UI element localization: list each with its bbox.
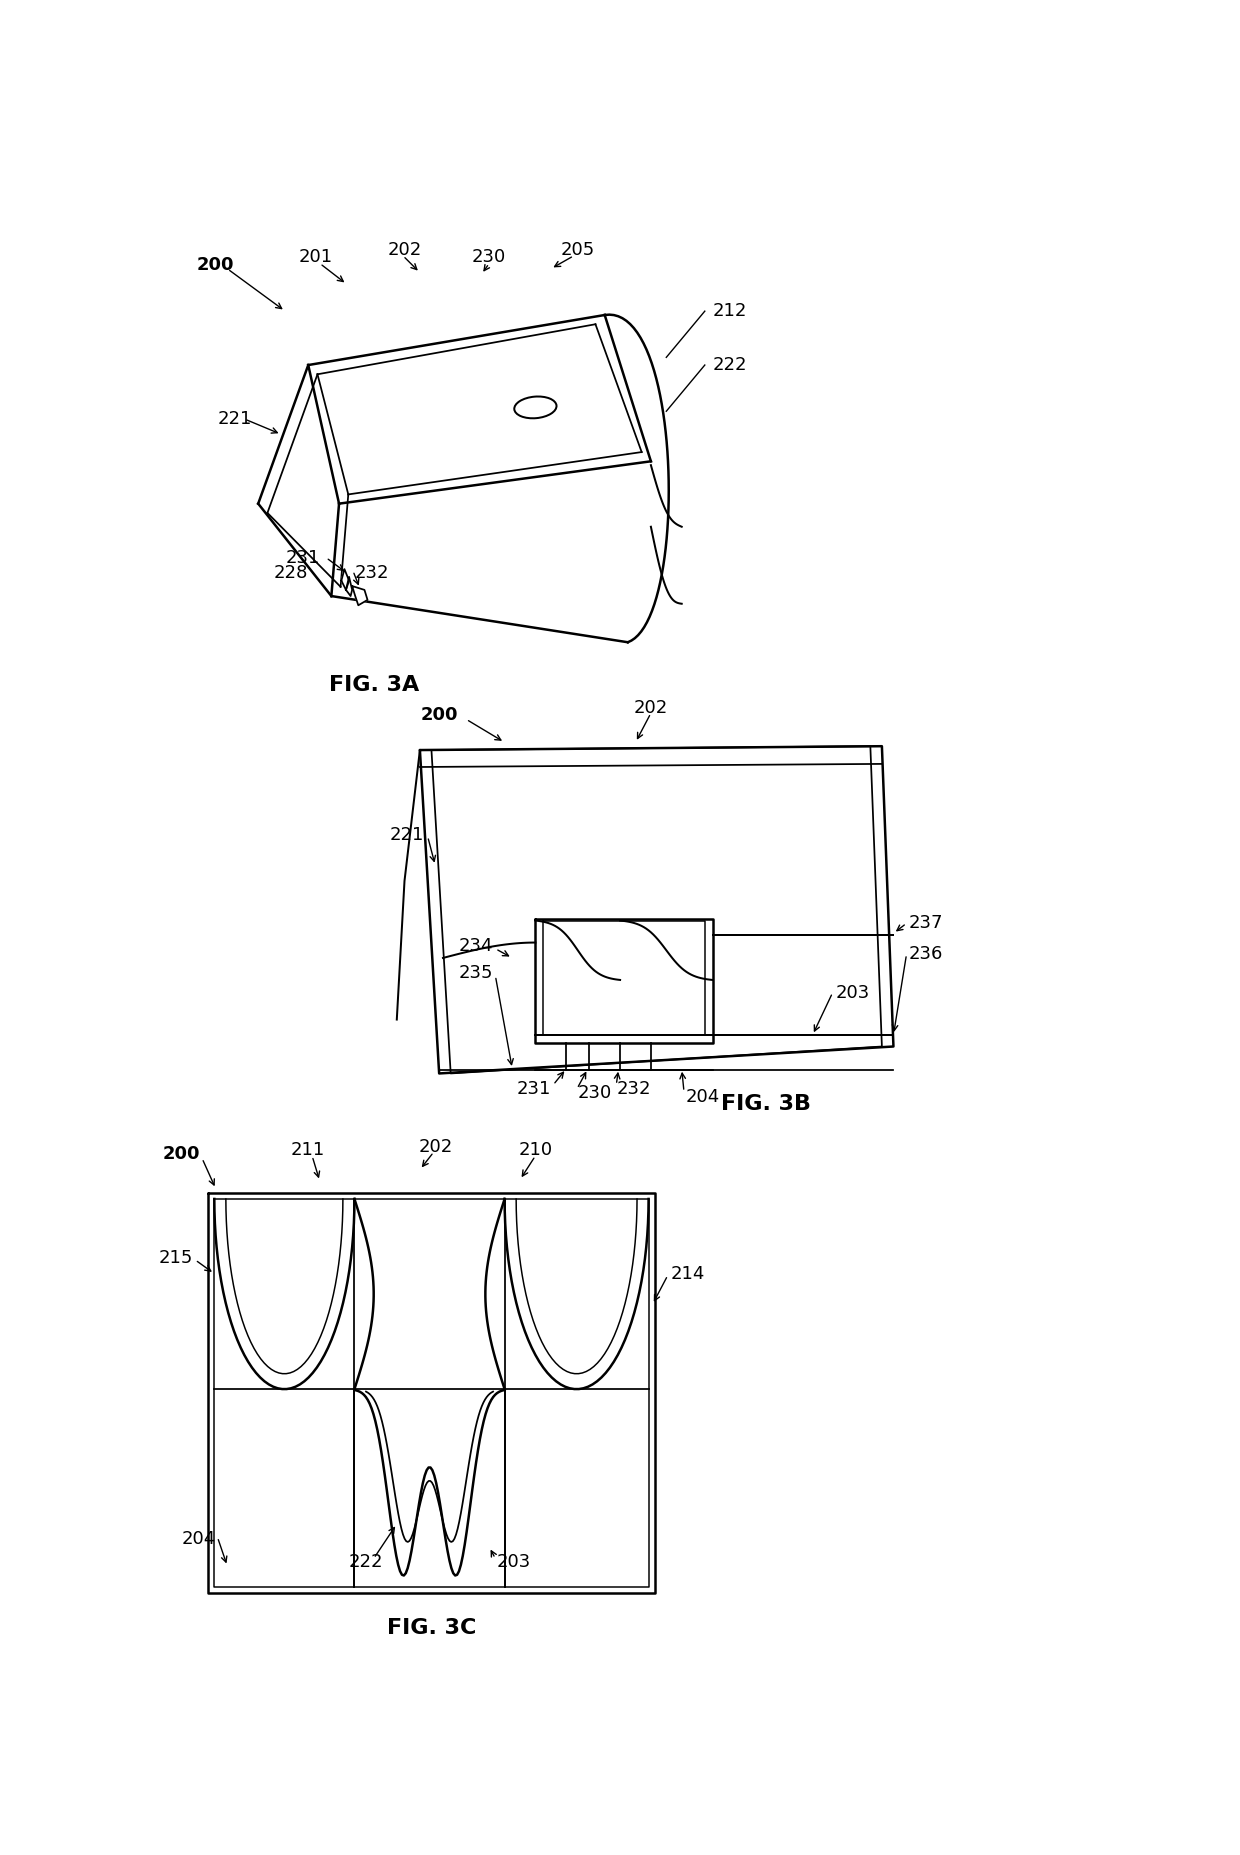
Text: 237: 237 [909,915,944,933]
Text: 231: 231 [285,549,320,566]
Text: 232: 232 [616,1080,651,1098]
Text: 231: 231 [516,1080,551,1098]
Text: 210: 210 [518,1141,553,1159]
Text: 212: 212 [713,302,746,321]
Text: 215: 215 [159,1248,192,1267]
Text: 230: 230 [578,1083,613,1102]
Text: 228: 228 [274,564,309,582]
Text: 200: 200 [420,707,459,725]
Text: 221: 221 [218,410,252,429]
Text: 214: 214 [670,1265,704,1282]
Text: 234: 234 [459,937,494,955]
Polygon shape [352,586,367,605]
Text: 200: 200 [162,1145,201,1163]
Text: 202: 202 [387,241,422,258]
Text: 232: 232 [355,564,389,582]
Text: 202: 202 [418,1137,453,1156]
Text: FIG. 3C: FIG. 3C [387,1618,476,1638]
Text: FIG. 3B: FIG. 3B [722,1094,811,1115]
Text: FIG. 3A: FIG. 3A [329,675,419,694]
Text: 201: 201 [299,249,334,267]
Text: 230: 230 [472,249,506,267]
Polygon shape [341,569,350,590]
Text: 211: 211 [291,1141,325,1159]
Text: 222: 222 [713,356,746,375]
Text: 203: 203 [497,1553,531,1571]
Text: 204: 204 [686,1087,719,1106]
Text: 202: 202 [634,699,668,716]
Text: 203: 203 [836,983,870,1002]
Text: 205: 205 [560,241,595,258]
Text: 221: 221 [389,825,424,844]
Text: 200: 200 [197,256,234,275]
Text: 235: 235 [459,965,494,983]
Text: 222: 222 [348,1553,383,1571]
Text: 204: 204 [181,1530,216,1549]
Text: 236: 236 [909,944,944,963]
